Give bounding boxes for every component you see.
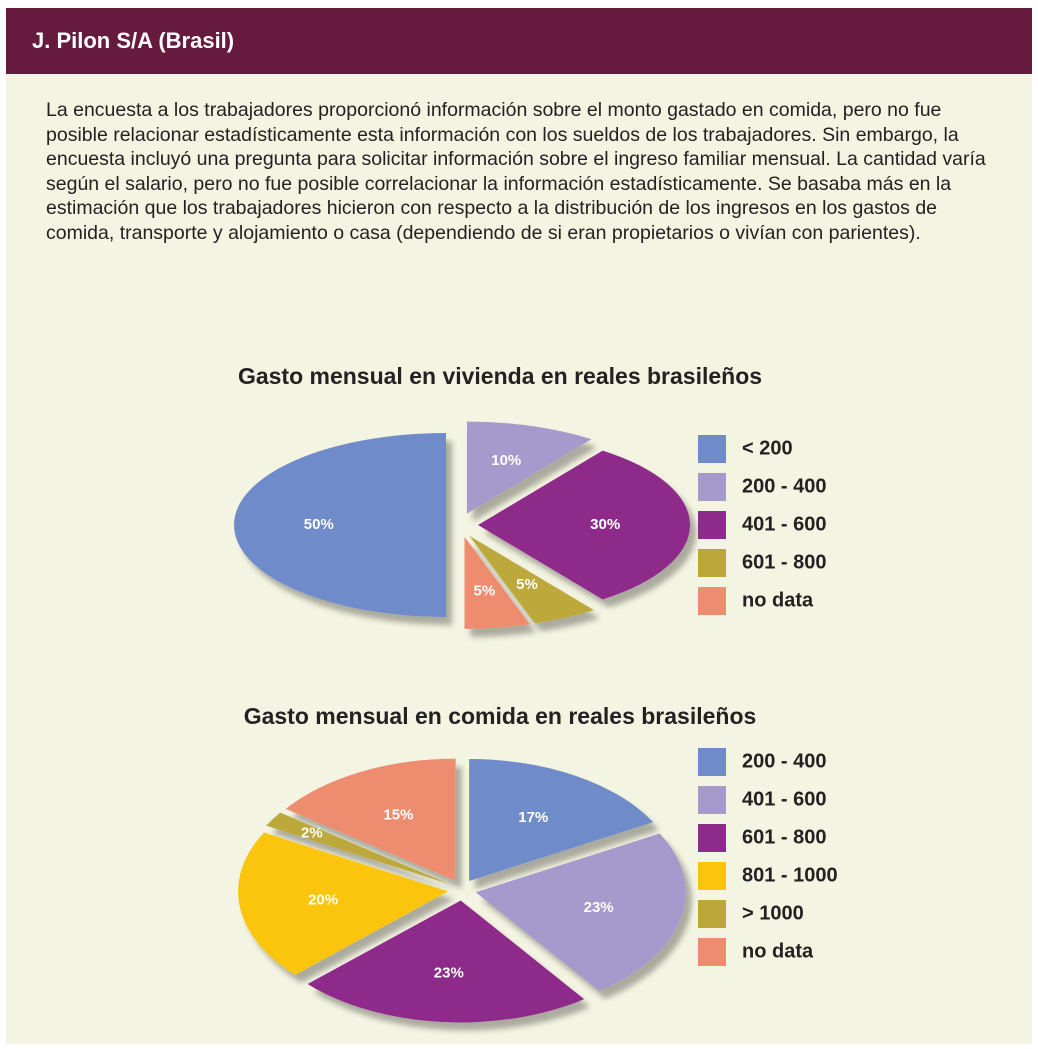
- pie-slice: [469, 535, 594, 624]
- slice-label: 2%: [301, 824, 323, 841]
- legend-swatch: [698, 748, 726, 776]
- pie-slice: [307, 900, 585, 1023]
- legend-swatch: [698, 473, 726, 501]
- pie-slice: [285, 758, 456, 881]
- paragraph: La encuesta a los trabajadores proporcio…: [46, 99, 986, 244]
- slice-label: 5%: [516, 576, 538, 593]
- pie-slice: [464, 536, 531, 629]
- legend-swatch: [698, 511, 726, 539]
- slice-label: 5%: [474, 582, 496, 599]
- legend-label: no data: [742, 940, 814, 962]
- slice-label: 23%: [434, 964, 464, 981]
- legend-swatch: [698, 587, 726, 615]
- legend-swatch: [698, 824, 726, 852]
- legend-swatch: [698, 938, 726, 966]
- chart-title: Gasto mensual en vivienda en reales bras…: [238, 363, 762, 389]
- legend-label: 601 - 800: [742, 551, 827, 573]
- legend-swatch: [698, 862, 726, 890]
- pie-slice: [238, 832, 449, 975]
- slice-label: 50%: [304, 516, 334, 533]
- header-title: J. Pilon S/A (Brasil): [32, 28, 235, 53]
- slice-label: 15%: [383, 806, 413, 823]
- pie: [234, 421, 691, 629]
- legend-label: > 1000: [742, 902, 804, 924]
- pie-slice: [478, 450, 691, 600]
- slice-label: 30%: [590, 516, 620, 533]
- slice-label: 20%: [308, 891, 338, 908]
- legend-label: 401 - 600: [742, 788, 827, 810]
- pie-slice: [266, 812, 451, 885]
- slice-label: 10%: [491, 452, 521, 469]
- legend-label: no data: [742, 589, 814, 611]
- header: J. Pilon S/A (Brasil): [6, 8, 1032, 74]
- pie-slice: [466, 421, 592, 514]
- legend-label: 200 - 400: [742, 475, 827, 497]
- pie: [238, 758, 686, 1023]
- slice-label: 23%: [584, 899, 614, 916]
- legend-swatch: [698, 549, 726, 577]
- chart-title: Gasto mensual en comida en reales brasil…: [244, 703, 757, 729]
- legend-label: 200 - 400: [742, 750, 827, 772]
- legend-label: 601 - 800: [742, 826, 827, 848]
- legend-swatch: [698, 786, 726, 814]
- pie-slice: [469, 758, 654, 881]
- legend-label: 801 - 1000: [742, 864, 838, 886]
- legend-label: 401 - 600: [742, 513, 827, 535]
- legend-swatch: [698, 900, 726, 928]
- legend-swatch: [698, 435, 726, 463]
- pie-slice: [475, 833, 686, 991]
- legend-label: < 200: [742, 437, 793, 459]
- slice-label: 17%: [518, 809, 548, 826]
- pie-slice: [234, 433, 446, 617]
